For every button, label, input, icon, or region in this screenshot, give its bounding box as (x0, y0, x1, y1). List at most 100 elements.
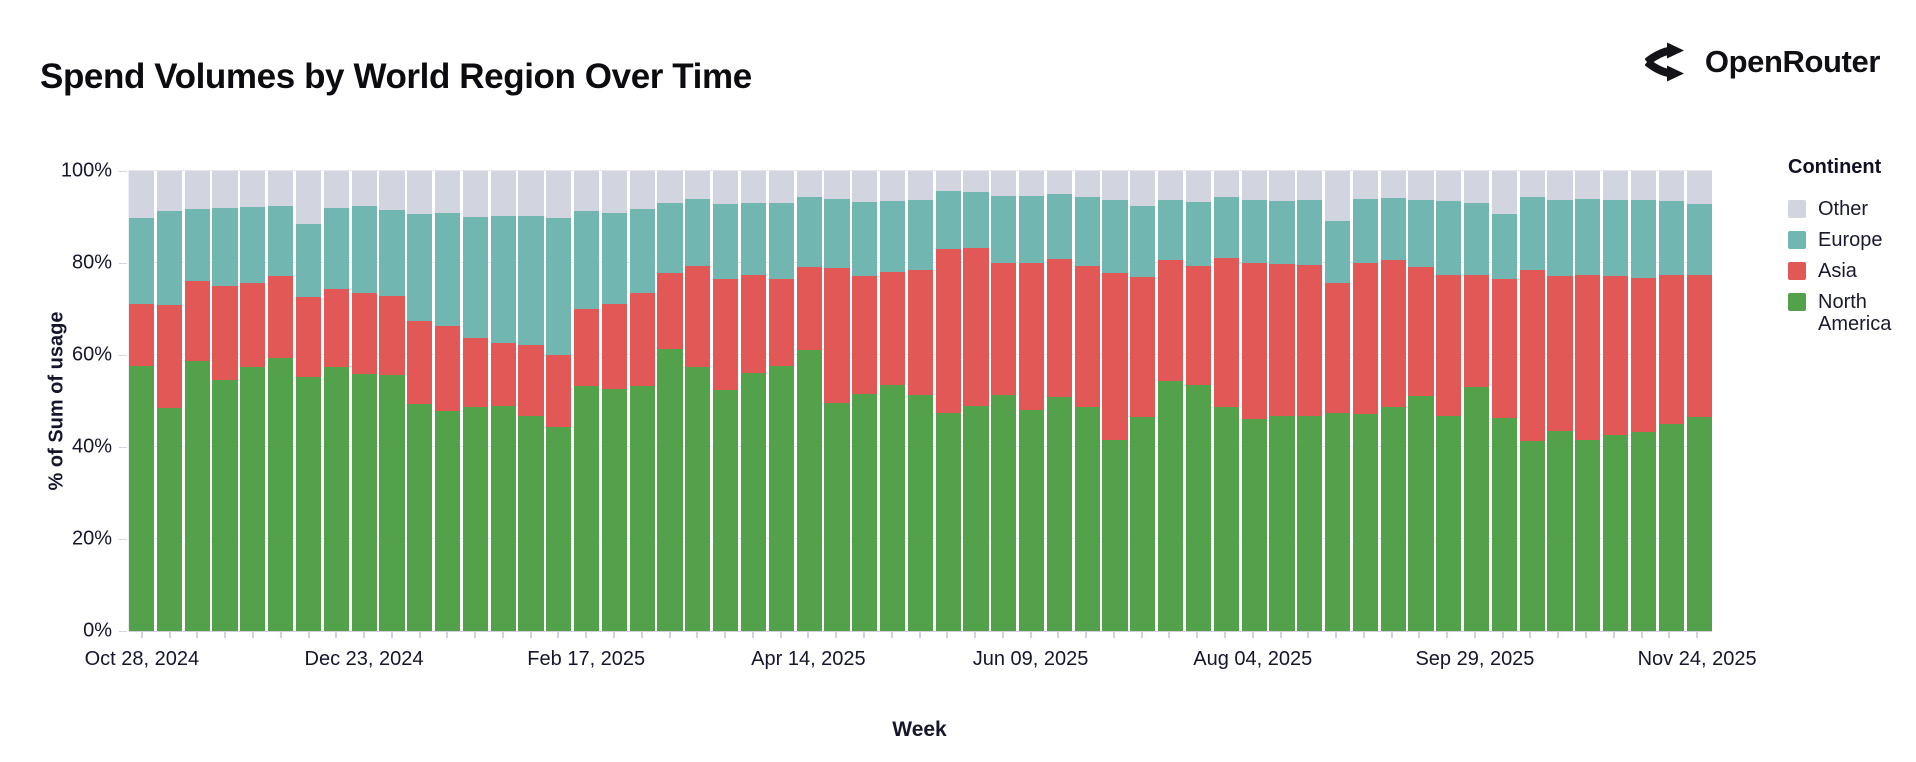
bar-segment-north-america (685, 366, 711, 631)
page-title: Spend Volumes by World Region Over Time (40, 57, 752, 97)
bar-week-31[interactable] (963, 171, 989, 631)
x-tick-mark (1307, 632, 1310, 638)
bar-segment-europe (629, 208, 655, 294)
bar-week-32[interactable] (991, 171, 1017, 631)
bar-week-54[interactable] (1603, 171, 1629, 631)
bar-week-44[interactable] (1324, 171, 1351, 631)
bar-week-48[interactable] (1436, 171, 1462, 631)
bar-week-13[interactable] (462, 171, 488, 631)
bar-week-29[interactable] (907, 171, 933, 631)
x-tick-label: Sep 29, 2025 (1415, 648, 1535, 670)
bar-week-16[interactable] (546, 171, 572, 631)
bar-week-57[interactable] (1686, 171, 1712, 631)
bar-week-30[interactable] (935, 171, 961, 631)
bar-segment-other (685, 171, 711, 200)
bar-week-51[interactable] (1519, 171, 1545, 631)
bar-week-7[interactable] (295, 171, 322, 631)
bar-week-55[interactable] (1630, 171, 1657, 631)
x-tick-mark (307, 632, 310, 638)
bar-week-56[interactable] (1658, 171, 1684, 631)
x-tick-mark (1140, 632, 1143, 638)
bar-week-2[interactable] (156, 171, 183, 631)
bar-week-12[interactable] (434, 171, 461, 631)
bar-week-25[interactable] (796, 171, 822, 631)
x-tick-mark (1473, 632, 1476, 638)
bar-segment-europe (490, 216, 516, 344)
bar-week-40[interactable] (1213, 171, 1239, 631)
bar-week-53[interactable] (1575, 171, 1601, 631)
legend-item-other[interactable]: Other (1788, 198, 1914, 220)
bar-segment-other (1436, 171, 1462, 202)
bar-week-26[interactable] (824, 171, 850, 631)
bar-week-50[interactable] (1491, 171, 1518, 631)
legend-item-asia[interactable]: Asia (1788, 260, 1914, 282)
x-tick-mark (1029, 632, 1032, 638)
bar-week-34[interactable] (1046, 171, 1073, 631)
bar-segment-europe (379, 209, 405, 296)
x-tick-mark (501, 632, 504, 638)
bar-week-15[interactable] (518, 171, 544, 631)
bar-segment-other (1352, 171, 1378, 200)
bar-week-9[interactable] (351, 171, 377, 631)
bar-segment-other (824, 171, 850, 200)
bar-segment-north-america (1158, 381, 1184, 631)
bar-segment-asia (629, 293, 655, 387)
bar-segment-other (1686, 171, 1712, 204)
bar-week-37[interactable] (1130, 171, 1156, 631)
bar-week-38[interactable] (1158, 171, 1184, 631)
bar-segment-asia (1491, 278, 1518, 419)
bar-week-45[interactable] (1352, 171, 1378, 631)
bar-week-21[interactable] (685, 171, 711, 631)
x-tick-mark (390, 632, 393, 638)
bar-week-20[interactable] (657, 171, 683, 631)
bar-week-5[interactable] (240, 171, 266, 631)
bar-segment-other (434, 171, 461, 213)
y-tick-label: 100% (60, 159, 112, 182)
bar-week-35[interactable] (1074, 171, 1100, 631)
bar-week-27[interactable] (852, 171, 878, 631)
bar-week-3[interactable] (184, 171, 210, 631)
bar-week-8[interactable] (323, 171, 349, 631)
bar-week-49[interactable] (1464, 171, 1490, 631)
bar-week-10[interactable] (379, 171, 405, 631)
bar-segment-europe (740, 203, 767, 276)
bar-segment-asia (1603, 276, 1629, 436)
bar-segment-other (1380, 171, 1406, 199)
bar-segment-other (1603, 171, 1629, 201)
bar-week-18[interactable] (601, 171, 628, 631)
bar-segment-other (1464, 171, 1490, 204)
bar-week-47[interactable] (1408, 171, 1434, 631)
bar-week-22[interactable] (713, 171, 739, 631)
bar-week-42[interactable] (1269, 171, 1295, 631)
bar-segment-north-america (601, 388, 628, 631)
bar-week-19[interactable] (629, 171, 655, 631)
bar-week-28[interactable] (879, 171, 906, 631)
bar-week-52[interactable] (1547, 171, 1573, 631)
bar-week-17[interactable] (574, 171, 600, 631)
bar-segment-north-america (963, 406, 989, 631)
bar-week-36[interactable] (1102, 171, 1128, 631)
bar-week-23[interactable] (740, 171, 767, 631)
bar-segment-europe (1630, 200, 1657, 278)
bar-week-4[interactable] (212, 171, 238, 631)
bar-segment-north-america (212, 379, 238, 631)
bar-week-11[interactable] (407, 171, 433, 631)
bar-week-39[interactable] (1185, 171, 1212, 631)
bar-week-41[interactable] (1241, 171, 1267, 631)
bar-week-14[interactable] (490, 171, 516, 631)
bar-segment-other (601, 171, 628, 213)
bar-week-43[interactable] (1297, 171, 1323, 631)
bar-segment-other (768, 171, 794, 203)
bar-segment-other (1630, 171, 1657, 200)
bar-segment-europe (295, 224, 322, 297)
legend-item-europe[interactable]: Europe (1788, 229, 1914, 251)
bar-week-46[interactable] (1380, 171, 1406, 631)
legend-item-north-america[interactable]: North America (1788, 291, 1914, 335)
legend-items: Other Europe Asia North America (1788, 198, 1914, 335)
bar-week-33[interactable] (1019, 171, 1045, 631)
bar-week-24[interactable] (768, 171, 794, 631)
bar-week-1[interactable] (129, 171, 155, 631)
bar-segment-asia (518, 345, 544, 416)
bar-week-6[interactable] (268, 171, 294, 631)
